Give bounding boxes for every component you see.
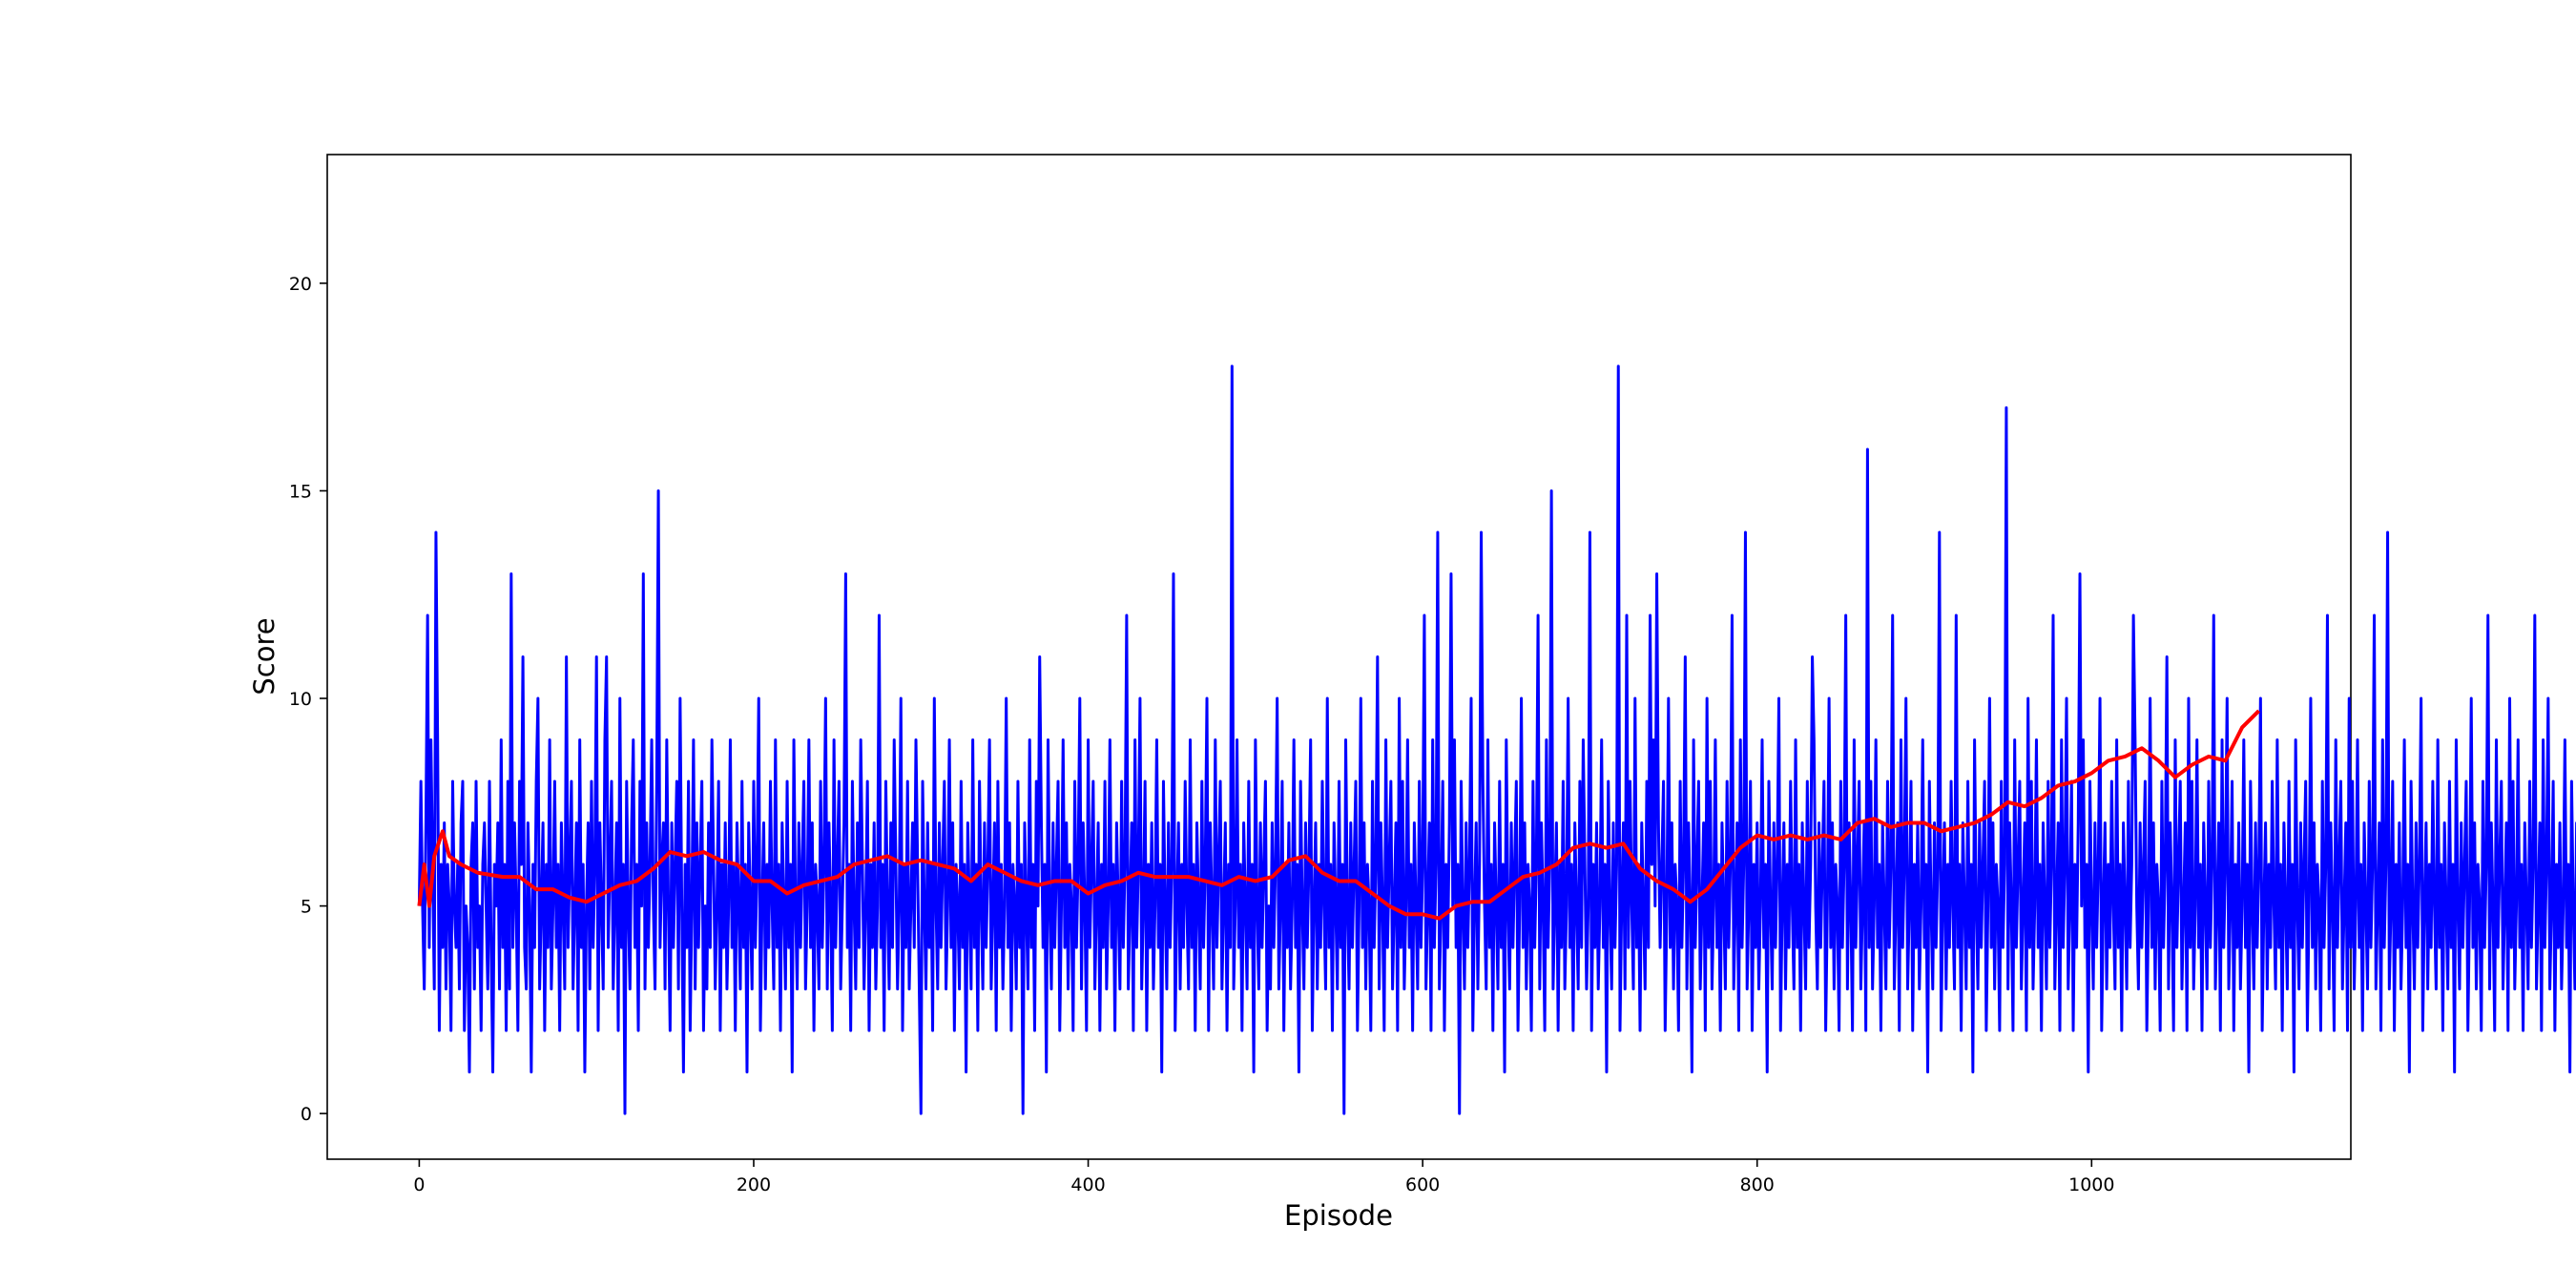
y-axis-label: Score bbox=[248, 617, 280, 695]
x-tick-label: 0 bbox=[413, 1174, 425, 1195]
y-tick-label: 10 bbox=[289, 689, 312, 710]
y-tick-label: 15 bbox=[289, 481, 312, 502]
y-tick-label: 5 bbox=[301, 897, 312, 918]
x-axis-label: Episode bbox=[1284, 1199, 1393, 1232]
x-tick-label: 200 bbox=[737, 1174, 771, 1195]
series-layer bbox=[417, 364, 2576, 1115]
y-axis-ticks: 0 5 10 15 20 bbox=[289, 274, 327, 1125]
series-line-2 bbox=[417, 709, 2260, 921]
x-tick-label: 800 bbox=[1740, 1174, 1775, 1195]
plot-frame bbox=[326, 154, 2352, 1160]
x-tick-label: 400 bbox=[1070, 1174, 1105, 1195]
series-line-1 bbox=[417, 364, 2576, 1115]
x-tick-label: 600 bbox=[1405, 1174, 1440, 1195]
x-tick-label: 1000 bbox=[2068, 1174, 2114, 1195]
y-tick-label: 0 bbox=[301, 1104, 312, 1125]
x-axis-ticks: 0 200 400 600 800 1000 bbox=[413, 1159, 2114, 1195]
y-tick-label: 20 bbox=[289, 274, 312, 295]
